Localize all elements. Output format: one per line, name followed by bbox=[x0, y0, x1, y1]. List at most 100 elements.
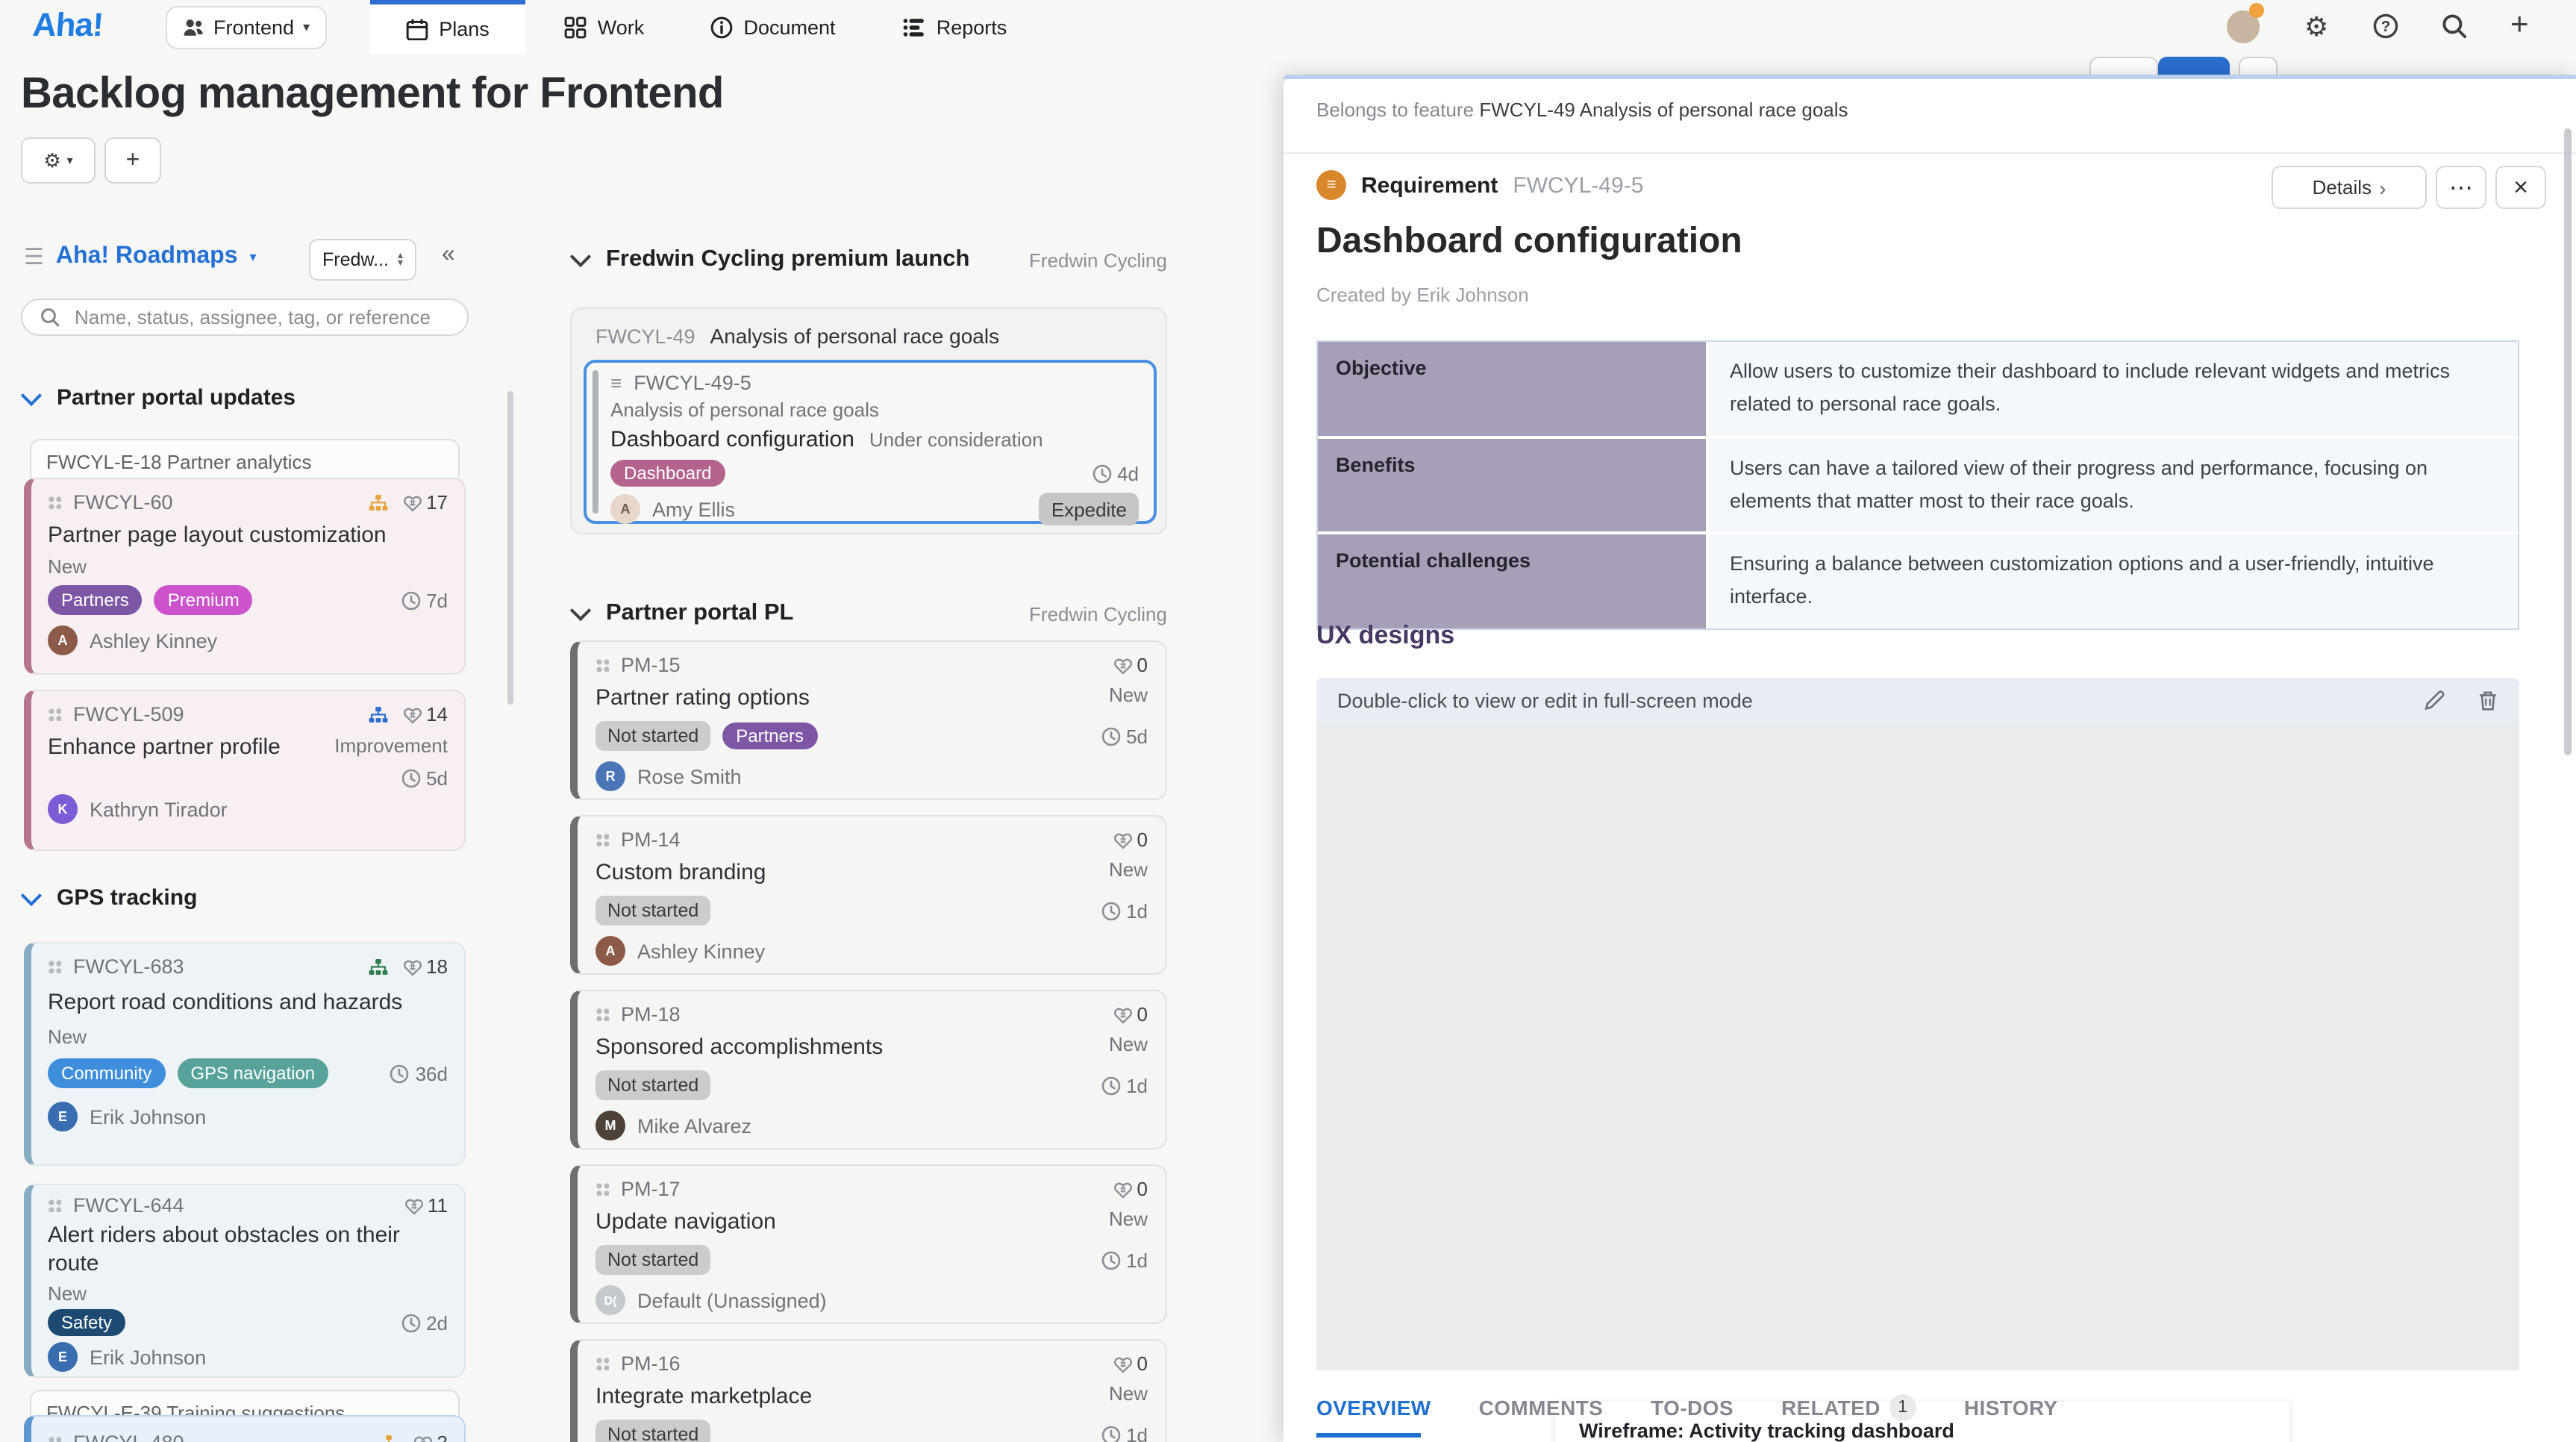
help-icon[interactable] bbox=[2373, 13, 2398, 39]
vote-count: 0 bbox=[1137, 1178, 1148, 1200]
add-icon[interactable]: + bbox=[2510, 7, 2529, 42]
card-id: FWCYL-60 bbox=[73, 491, 173, 514]
breadcrumb-feature-link[interactable]: FWCYL-49 Analysis of personal race goals bbox=[1479, 99, 1848, 121]
aha-logo[interactable]: Aha! bbox=[31, 6, 104, 43]
assignee-name: Amy Ellis bbox=[652, 498, 736, 520]
tag-pill: Safety bbox=[48, 1309, 126, 1337]
drag-handle-icon[interactable] bbox=[48, 1199, 61, 1212]
collapse-sidebar-icon[interactable]: « bbox=[442, 242, 455, 267]
drag-handle-icon[interactable] bbox=[595, 1008, 609, 1021]
epic-header[interactable]: FWCYL-E-18 Partner analytics bbox=[30, 439, 460, 484]
feature-card-pm-16[interactable]: PM-16 0 Integrate marketplace New Not sta… bbox=[570, 1339, 1167, 1442]
tab-document[interactable]: Document bbox=[690, 0, 857, 54]
tab-comments[interactable]: COMMENTS bbox=[1478, 1396, 1604, 1420]
votes-icon bbox=[404, 1198, 422, 1214]
delete-trash-icon[interactable] bbox=[2477, 690, 2498, 711]
sidebar-scrollbar[interactable] bbox=[507, 391, 513, 705]
add-record-button[interactable]: + bbox=[104, 137, 161, 184]
expedite-badge[interactable]: Expedite bbox=[1039, 493, 1139, 525]
idea-card-fwcyl-683[interactable]: FWCYL-683 18 Report road conditions and … bbox=[24, 942, 466, 1166]
tab-history[interactable]: HISTORY bbox=[1963, 1396, 2058, 1420]
chevron-right-icon: › bbox=[2379, 175, 2386, 199]
clock-icon bbox=[1101, 1076, 1120, 1095]
drag-handle-icon[interactable] bbox=[595, 833, 609, 846]
drag-handle-icon[interactable] bbox=[48, 960, 61, 973]
card-status: New bbox=[1108, 1032, 1148, 1055]
votes-icon bbox=[403, 959, 422, 976]
settings-gear-icon[interactable]: ⚙ bbox=[2304, 12, 2329, 42]
idea-card-fwcyl-480[interactable]: FWCYL-480 3 bbox=[24, 1415, 466, 1442]
tab-reports[interactable]: Reports bbox=[878, 0, 1033, 54]
feature-title[interactable]: Analysis of personal race goals bbox=[710, 324, 1000, 348]
panel-scrollbar[interactable] bbox=[2564, 128, 2572, 755]
card-id: FWCYL-644 bbox=[73, 1194, 184, 1217]
drag-bar[interactable] bbox=[593, 370, 598, 514]
card-age: 5d bbox=[1126, 725, 1148, 748]
card-id: PM-18 bbox=[621, 1003, 681, 1026]
feature-card-pm-14[interactable]: PM-14 0 Custom branding New Not started 1… bbox=[570, 815, 1167, 975]
chevron-down-icon: ▾ bbox=[66, 154, 73, 167]
group-header-partner-portal-pl[interactable]: Partner portal PL Fredwin Cycling bbox=[569, 599, 1167, 627]
card-id: FWCYL-509 bbox=[73, 703, 184, 725]
idea-card-fwcyl-60[interactable]: FWCYL-60 17 Partner page layout customiz… bbox=[24, 478, 466, 675]
tab-work[interactable]: Work bbox=[537, 0, 672, 54]
avatar: K bbox=[48, 794, 78, 825]
search-icon[interactable] bbox=[2442, 13, 2467, 39]
stage-badge: Not started bbox=[595, 1245, 711, 1276]
avatar: E bbox=[48, 1342, 78, 1373]
tab-overview[interactable]: OVERVIEW bbox=[1316, 1396, 1431, 1420]
tab-related[interactable]: RELATED 1 bbox=[1781, 1394, 1916, 1421]
sidebar-brand[interactable]: Aha! Roadmaps bbox=[55, 243, 238, 269]
requirement-table: Objective Allow users to customize their… bbox=[1316, 340, 2519, 630]
card-age: 1d bbox=[1126, 1423, 1148, 1442]
workspace-switcher[interactable]: Frontend ▾ bbox=[166, 6, 327, 49]
edit-pencil-icon[interactable] bbox=[2424, 690, 2445, 711]
card-title: Integrate marketplace bbox=[595, 1384, 813, 1409]
report-bars-icon bbox=[904, 18, 925, 36]
drag-handle-icon[interactable] bbox=[48, 708, 61, 721]
epic-label: FWCYL-E-18 Partner analytics bbox=[46, 450, 312, 472]
close-button[interactable]: × bbox=[2495, 166, 2546, 209]
workspace-select[interactable]: Fredw... ▴ ▾ bbox=[309, 239, 416, 281]
record-title[interactable]: Dashboard configuration bbox=[1316, 221, 1742, 261]
section-partner-portal-updates[interactable]: Partner portal updates bbox=[20, 384, 296, 411]
hamburger-icon[interactable]: ☰ bbox=[24, 245, 44, 270]
page-title: Backlog management for Frontend bbox=[21, 70, 724, 118]
whiteboard-canvas[interactable]: Wireframe: Activity tracking dashboard N… bbox=[1316, 722, 2519, 1442]
tab-plans[interactable]: Plans bbox=[370, 0, 525, 54]
feature-card-pm-17[interactable]: PM-17 0 Update navigation New Not started… bbox=[570, 1164, 1167, 1324]
wireframe-card[interactable]: Wireframe: Activity tracking dashboard N… bbox=[1555, 1402, 2289, 1442]
feature-id[interactable]: FWCYL-49 bbox=[595, 325, 695, 347]
drag-handle-icon[interactable] bbox=[48, 1436, 61, 1442]
created-by: Created by Erik Johnson bbox=[1316, 284, 1529, 306]
search-input[interactable] bbox=[72, 305, 436, 330]
drag-handle-icon[interactable] bbox=[595, 658, 609, 672]
tag-pill: Dashboard bbox=[610, 460, 725, 487]
card-status: New bbox=[48, 1282, 87, 1305]
card-status: Under consideration bbox=[869, 428, 1043, 451]
drag-handle-icon[interactable] bbox=[595, 1357, 609, 1370]
breadcrumb[interactable]: Belongs to feature FWCYL-49 Analysis of … bbox=[1316, 99, 1848, 121]
idea-card-fwcyl-644[interactable]: FWCYL-644 11 Alert riders about obstacle… bbox=[24, 1184, 466, 1378]
active-tab-underline bbox=[1316, 1433, 1421, 1438]
card-age: 5d bbox=[426, 767, 448, 790]
feature-card-pm-15[interactable]: PM-15 0 Partner rating options New Not st… bbox=[570, 640, 1167, 800]
tab-todos[interactable]: TO-DOS bbox=[1651, 1396, 1734, 1420]
avatar: D( bbox=[595, 1285, 625, 1316]
idea-card-fwcyl-509[interactable]: FWCYL-509 14 Enhance partner profile Imp… bbox=[24, 690, 466, 851]
requirement-card-selected[interactable]: ≡ FWCYL-49-5 Analysis of personal race g… bbox=[584, 360, 1157, 525]
section-gps-tracking[interactable]: GPS tracking bbox=[20, 884, 197, 911]
details-label: Details bbox=[2312, 176, 2372, 199]
card-title: Enhance partner profile bbox=[48, 734, 281, 760]
card-age: 1d bbox=[1126, 1074, 1148, 1097]
drag-handle-icon[interactable] bbox=[48, 496, 61, 509]
feature-card-pm-18[interactable]: PM-18 0 Sponsored accomplishments New Not… bbox=[570, 990, 1167, 1149]
card-status: New bbox=[1108, 683, 1148, 706]
drag-handle-icon[interactable] bbox=[595, 1182, 609, 1196]
more-button[interactable]: ⋯ bbox=[2436, 166, 2486, 209]
sidebar-search[interactable] bbox=[21, 299, 469, 336]
stage-badge: Not started bbox=[595, 1420, 711, 1442]
view-settings-button[interactable]: ⚙ ▾ bbox=[21, 137, 96, 184]
group-header-premium-launch[interactable]: Fredwin Cycling premium launch Fredwin C… bbox=[569, 246, 1167, 273]
details-button[interactable]: Details › bbox=[2272, 166, 2427, 209]
